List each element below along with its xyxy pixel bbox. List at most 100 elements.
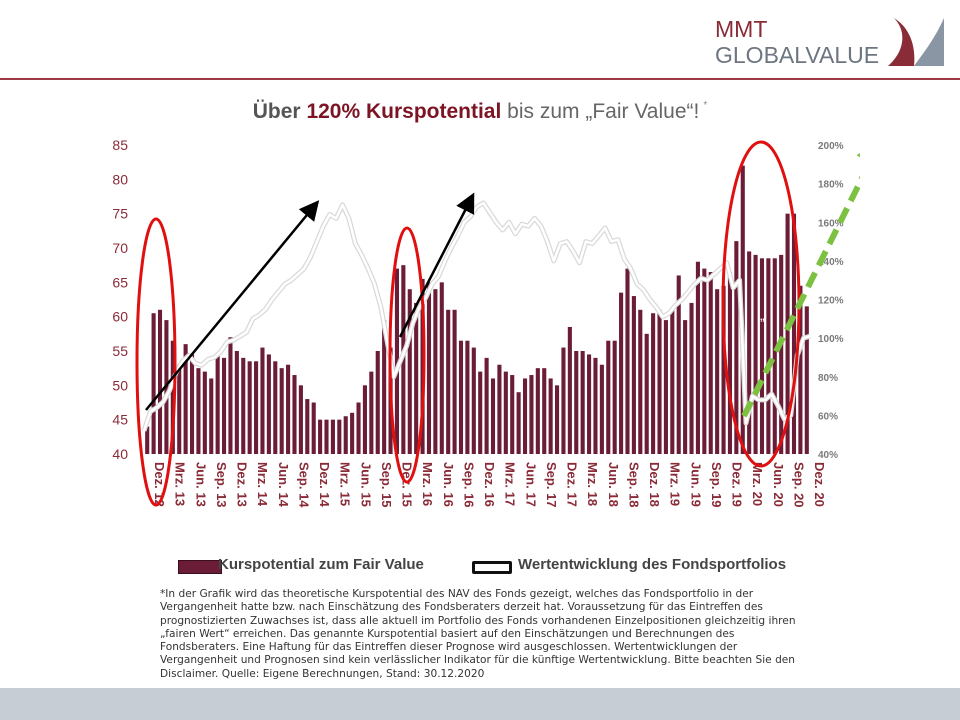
bar <box>587 354 592 454</box>
bar <box>196 368 201 454</box>
bar <box>157 309 163 454</box>
x-axis-tick: Sep. 16 <box>461 462 476 508</box>
bar <box>574 351 579 454</box>
bar <box>510 375 515 454</box>
x-axis-tick: Sep. 18 <box>626 462 641 508</box>
trend-arrow-2 <box>398 192 475 338</box>
left-axis-tick: 55 <box>112 343 128 359</box>
bar <box>241 357 246 454</box>
bar <box>663 320 668 454</box>
bar <box>330 419 335 454</box>
bar <box>394 268 400 454</box>
bar <box>177 364 182 454</box>
x-axis-tick: Sep. 13 <box>214 462 229 508</box>
forecast-arrow <box>741 135 860 418</box>
bar <box>580 351 585 454</box>
right-axis-tick: 40% <box>818 450 838 461</box>
bar <box>779 254 784 454</box>
bar <box>305 399 310 454</box>
x-axis-tick: Jun. 17 <box>523 462 538 507</box>
bar <box>721 285 726 454</box>
bar <box>708 272 713 454</box>
bar <box>189 354 195 454</box>
bar <box>324 419 329 454</box>
left-axis-tick: 40 <box>112 446 128 462</box>
x-axis-tick: Sep. 17 <box>544 462 559 508</box>
x-axis-tick: Dez. 13 <box>235 462 250 507</box>
x-axis-tick: Mrz. 14 <box>255 462 270 507</box>
bar <box>612 340 617 454</box>
bar <box>382 320 387 454</box>
right-axis-tick: 180% <box>818 180 844 191</box>
left-axis-tick: 70 <box>112 240 128 256</box>
bar <box>343 416 348 454</box>
right-axis-tick: 200% <box>818 141 844 152</box>
bar <box>318 419 323 454</box>
x-axis-tick: Mrz. 19 <box>668 462 683 506</box>
bar <box>561 347 566 454</box>
bar <box>356 402 361 454</box>
bar <box>350 412 355 454</box>
bar <box>644 333 649 454</box>
left-axis-tick: 45 <box>112 412 128 428</box>
bar <box>221 357 227 454</box>
bar <box>298 385 303 454</box>
bar <box>426 282 432 454</box>
bar <box>683 320 688 454</box>
bar <box>414 302 419 454</box>
bar <box>727 272 733 454</box>
trend-arrow-1 <box>145 200 320 411</box>
title-part-3: bis zum „Fair Value“! <box>501 100 700 123</box>
left-axis-tick: 75 <box>112 206 128 222</box>
bar <box>785 213 790 454</box>
x-axis-tick: Jun. 18 <box>606 462 621 507</box>
header-divider <box>0 78 960 80</box>
x-axis-tick: Dez. 16 <box>482 462 497 507</box>
bar <box>490 378 496 454</box>
x-axis-tick: Mrz. 16 <box>420 462 435 506</box>
right-axis-tick: 100% <box>818 334 844 345</box>
x-axis-tick: Dez. 18 <box>647 462 662 507</box>
title-part-2: 120% Kurspotential <box>306 100 502 123</box>
left-axis-tick: 80 <box>112 171 128 187</box>
bar <box>311 402 316 454</box>
legend-line-label: Wertentwicklung des Fondsportfolios <box>518 556 787 573</box>
bar <box>759 258 765 454</box>
bar <box>247 361 252 454</box>
bar <box>798 285 803 454</box>
bar <box>151 313 156 454</box>
bar <box>695 261 700 454</box>
bar <box>452 309 457 454</box>
title-asterisk: * <box>703 100 708 111</box>
page-title: Über 120% Kurspotential bis zum „Fair Va… <box>0 100 960 124</box>
x-axis-tick: Dez. 17 <box>565 462 580 507</box>
x-axis-tick: Jun. 13 <box>193 462 208 507</box>
bar <box>606 340 611 454</box>
x-axis-tick: Jun. 16 <box>441 462 456 507</box>
bar <box>407 289 412 454</box>
right-axis-tick: 160% <box>818 218 844 229</box>
disclaimer-note: *In der Grafik wird das theoretische Kur… <box>160 588 796 680</box>
bar <box>593 357 598 454</box>
x-axis-tick: Mrz. 13 <box>173 462 188 506</box>
highlight-circle <box>135 217 177 507</box>
bar <box>215 354 220 454</box>
bar <box>715 289 720 454</box>
bar <box>772 258 777 454</box>
x-axis-tick: Jun. 19 <box>688 462 703 507</box>
bar <box>503 371 508 454</box>
bar <box>542 368 547 454</box>
bar <box>465 340 470 454</box>
bar <box>266 354 271 454</box>
x-axis-tick: Jun. 20 <box>771 462 786 507</box>
right-axis-tick: 60% <box>818 411 838 422</box>
bar <box>254 361 259 454</box>
x-axis-tick: Sep. 15 <box>379 462 394 508</box>
bar <box>567 326 572 454</box>
x-axis-tick: Mrz. 15 <box>338 462 353 506</box>
bar <box>145 426 150 454</box>
legend-bar-swatch <box>178 560 222 574</box>
bar <box>497 364 502 454</box>
bar <box>439 282 444 454</box>
legend-bar-label: Kurspotential zum Fair Value <box>218 556 424 573</box>
